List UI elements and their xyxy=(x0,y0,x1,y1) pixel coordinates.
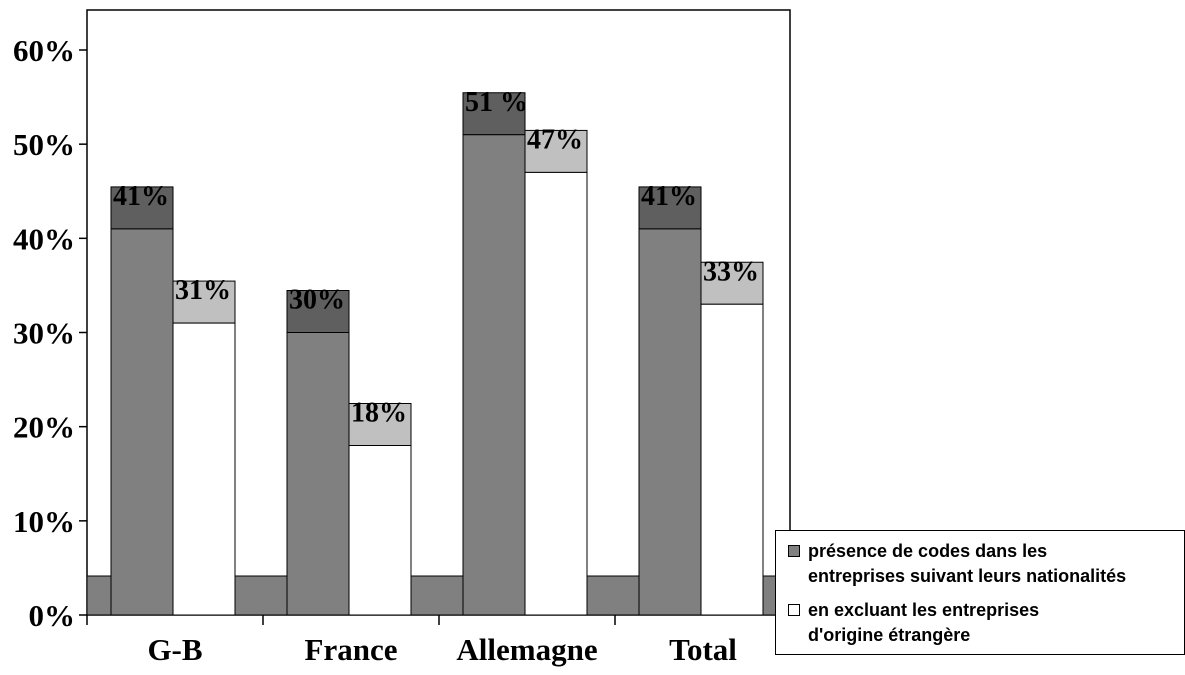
legend-swatch-excluding xyxy=(788,604,800,616)
bar-0-1 xyxy=(286,332,350,616)
bar-1-2 xyxy=(524,171,588,616)
bar-1-0 xyxy=(172,322,236,616)
bar-cap-0-3 xyxy=(638,186,702,230)
y-tick-label-1: 10% xyxy=(13,504,75,539)
bar-cap-1-1 xyxy=(348,403,412,446)
bar-cap-0-2 xyxy=(462,92,526,136)
legend-swatch-presence xyxy=(788,545,800,557)
bar-cap-1-3 xyxy=(700,261,764,305)
y-tick-label-5: 50% xyxy=(13,127,75,162)
legend-label-presence: présence de codes dans les entreprises s… xyxy=(808,541,1127,586)
bar-0-2 xyxy=(462,134,526,616)
bar-1-3 xyxy=(700,303,764,616)
legend: présence de codes dans les entreprises s… xyxy=(775,530,1185,655)
legend-label-excluding: en excluant les entreprises d'origine ét… xyxy=(808,600,1040,645)
x-tick-label-0: G-B xyxy=(147,632,202,667)
x-tick-label-1: France xyxy=(305,632,398,667)
data-label-1-1: 18% xyxy=(351,398,407,429)
data-label-0-2: 51 % xyxy=(465,87,528,118)
y-tick-label-3: 30% xyxy=(13,316,75,351)
bar-0-0 xyxy=(110,228,174,616)
data-label-0-0: 41% xyxy=(113,181,169,212)
y-tick-label-0: 0% xyxy=(29,598,76,633)
data-label-0-3: 41% xyxy=(641,181,697,212)
x-tick-label-2: Allemagne xyxy=(456,632,597,667)
bar-cap-0-0 xyxy=(110,186,174,230)
x-tick-label-3: Total xyxy=(669,632,737,667)
bar-1-1 xyxy=(348,445,412,616)
data-label-1-2: 47% xyxy=(527,124,583,155)
y-tick-label-2: 20% xyxy=(13,410,75,445)
data-label-0-1: 30% xyxy=(289,285,345,316)
bar-cap-1-2 xyxy=(524,129,588,173)
data-label-1-3: 33% xyxy=(703,256,759,287)
bar-0-3 xyxy=(638,228,702,616)
bar-cap-0-1 xyxy=(286,290,350,333)
y-tick-label-4: 40% xyxy=(13,221,75,256)
y-tick-label-6: 60% xyxy=(13,33,75,68)
data-label-1-0: 31% xyxy=(175,275,231,306)
